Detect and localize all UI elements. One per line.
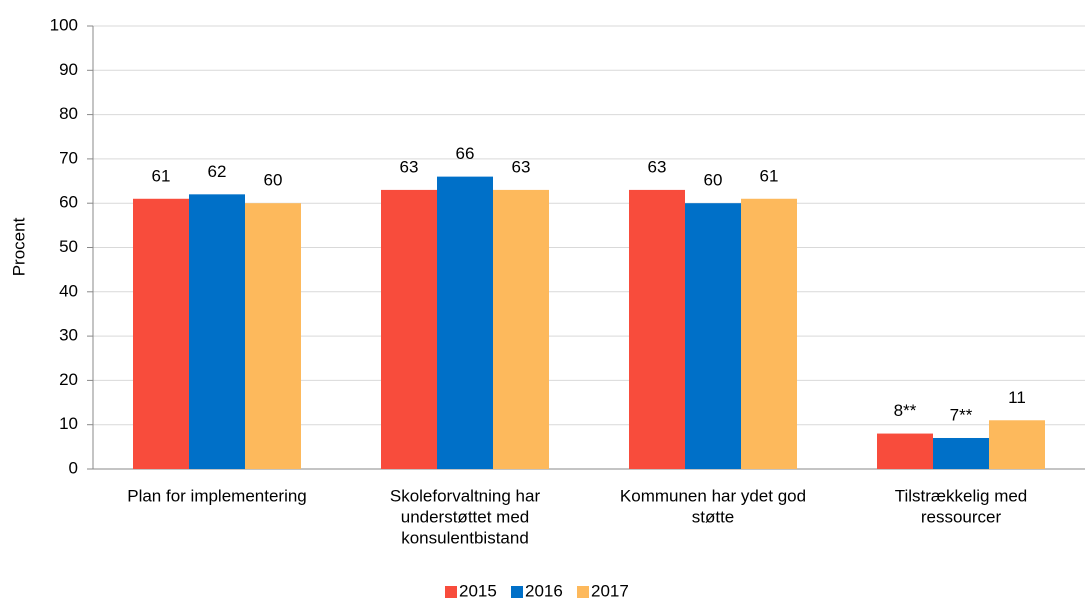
bar xyxy=(493,189,549,469)
bar xyxy=(189,194,245,469)
y-tick-label: 100 xyxy=(50,15,78,34)
value-label: 63 xyxy=(400,157,419,176)
x-tick-label: understøttet med xyxy=(401,507,530,526)
x-tick-label: Plan for implementering xyxy=(127,486,307,505)
bar xyxy=(381,189,437,469)
value-label: 61 xyxy=(152,166,171,185)
value-label: 63 xyxy=(648,157,667,176)
value-label: 62 xyxy=(208,162,227,181)
value-label: 63 xyxy=(512,157,531,176)
bar xyxy=(437,176,493,469)
x-tick-label: støtte xyxy=(692,507,735,526)
legend-label: 2017 xyxy=(591,581,629,600)
bar xyxy=(133,198,189,469)
bar xyxy=(629,189,685,469)
bar xyxy=(685,203,741,469)
legend-label: 2015 xyxy=(459,581,497,600)
y-tick-label: 10 xyxy=(59,414,78,433)
value-label: 60 xyxy=(264,171,283,190)
legend-label: 2016 xyxy=(525,581,563,600)
legend-swatch xyxy=(511,586,523,598)
x-tick-label: Skoleforvaltning har xyxy=(390,486,541,505)
value-label: 8** xyxy=(894,401,917,420)
value-label: 66 xyxy=(456,144,475,163)
y-tick-label: 30 xyxy=(59,326,78,345)
x-tick-label: konsulentbistand xyxy=(401,528,529,547)
bar xyxy=(877,433,933,469)
value-label: 11 xyxy=(1008,388,1026,407)
x-tick-label: Tilstrækkelig med xyxy=(895,486,1028,505)
value-label: 61 xyxy=(760,166,779,185)
x-tick-label: ressourcer xyxy=(921,507,1002,526)
y-tick-label: 90 xyxy=(59,60,78,79)
y-tick-label: 60 xyxy=(59,193,78,212)
legend-swatch xyxy=(577,586,589,598)
x-tick-label: Kommunen har ydet god xyxy=(620,486,806,505)
y-tick-label: 20 xyxy=(59,370,78,389)
y-tick-label: 80 xyxy=(59,104,78,123)
y-tick-label: 0 xyxy=(69,458,78,477)
y-tick-label: 50 xyxy=(59,237,78,256)
bar xyxy=(989,420,1045,469)
y-tick-label: 70 xyxy=(59,148,78,167)
bar xyxy=(933,437,989,469)
y-tick-label: 40 xyxy=(59,281,78,300)
value-label: 7** xyxy=(950,405,973,424)
y-axis-label: Procent xyxy=(9,217,28,276)
legend-swatch xyxy=(445,586,457,598)
bar xyxy=(741,198,797,469)
value-label: 60 xyxy=(704,171,723,190)
bar xyxy=(245,203,301,469)
